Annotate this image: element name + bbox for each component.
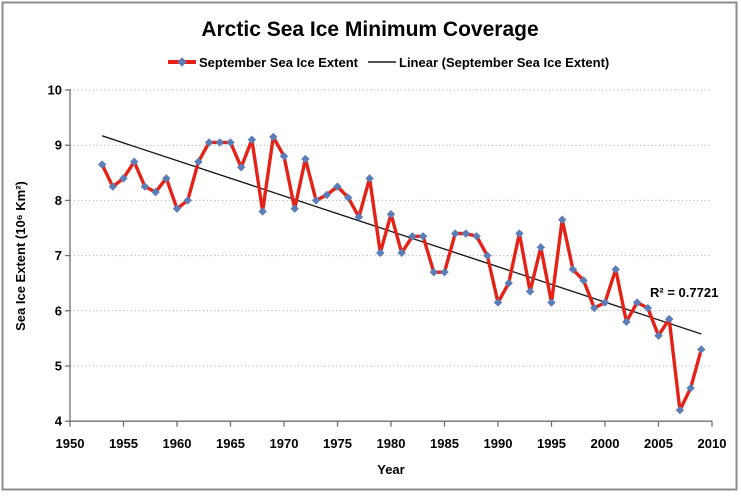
y-tick-label-10: 10	[48, 83, 62, 98]
data-point-2000	[600, 298, 610, 307]
legend: September Sea Ice Extent Linear (Septemb…	[168, 55, 609, 70]
data-point-1999	[590, 303, 599, 313]
data-point-1990	[493, 298, 503, 307]
data-point-1969	[269, 132, 278, 142]
data-point-1956	[130, 157, 139, 166]
trend-line-group	[101, 135, 702, 335]
y-tick-label-7: 7	[55, 248, 62, 263]
x-tick-label-1965: 1965	[216, 436, 245, 451]
x-tick-label-1960: 1960	[163, 436, 192, 451]
data-point-1976	[344, 193, 353, 202]
data-point-2006	[665, 314, 674, 324]
x-axis-title: Year	[377, 462, 404, 477]
x-tick-label-1975: 1975	[323, 436, 352, 451]
data-point-1968	[258, 207, 267, 216]
data-point-1957	[140, 182, 150, 191]
data-point-1994	[536, 243, 545, 252]
data-point-2001	[611, 265, 620, 274]
series-legend-label: September Sea Ice Extent	[199, 55, 359, 70]
data-point-1965	[226, 138, 235, 147]
y-tick-label-6: 6	[55, 303, 62, 318]
y-tick-label-4: 4	[55, 414, 63, 429]
x-tick-label-1950: 1950	[56, 436, 85, 451]
data-point-1989	[483, 251, 492, 260]
data-point-1955	[119, 174, 128, 183]
data-point-1982	[408, 232, 417, 241]
x-tick-label-2010: 2010	[698, 436, 727, 451]
x-tick-label-1970: 1970	[270, 436, 299, 451]
data-point-2003	[632, 298, 642, 307]
data-point-1998	[579, 276, 588, 285]
x-tick-label-1990: 1990	[484, 436, 513, 451]
data-point-1960	[172, 204, 182, 213]
data-point-2009	[697, 345, 706, 354]
data-point-1971	[290, 204, 299, 213]
trend-legend-label: Linear (September Sea Ice Extent)	[399, 55, 609, 70]
series-group	[97, 132, 706, 415]
data-point-1983	[418, 232, 428, 241]
x-tick-label-2000: 2000	[591, 436, 620, 451]
series-line	[100, 135, 703, 412]
x-tick-label-1995: 1995	[537, 436, 566, 451]
r-squared-label: R² = 0.7721	[650, 285, 718, 300]
data-point-1984	[429, 267, 438, 277]
data-point-2004	[643, 303, 652, 313]
y-axis-ticks	[65, 89, 70, 422]
data-point-1993	[525, 287, 535, 296]
data-point-2002	[622, 317, 631, 327]
data-point-1964	[215, 138, 224, 147]
series-legend-marker-icon	[177, 57, 187, 67]
data-point-2005	[654, 331, 663, 340]
data-point-1997	[568, 265, 578, 274]
data-point-1985	[440, 267, 449, 277]
data-point-1992	[515, 229, 524, 238]
data-point-1978	[365, 174, 374, 183]
y-axis-title: Sea Ice Extent (10⁶ Km²)	[13, 181, 28, 331]
data-point-1966	[237, 163, 246, 172]
data-point-1979	[376, 248, 385, 258]
data-point-1986	[451, 229, 460, 238]
y-tick-label-8: 8	[55, 193, 62, 208]
data-point-1970	[279, 152, 289, 161]
data-point-1980	[386, 210, 396, 219]
x-tick-label-1985: 1985	[430, 436, 459, 451]
data-point-1987	[461, 229, 471, 238]
data-point-1974	[322, 190, 331, 200]
x-tick-label-1980: 1980	[377, 436, 406, 451]
data-point-1962	[194, 157, 203, 166]
x-axis-tick-labels: 1950 1955 1960 1965 1970 1975 1980 1985 1990 1995…	[56, 436, 727, 451]
data-point-1988	[472, 232, 481, 241]
data-point-1995	[547, 298, 556, 307]
data-point-1967	[247, 135, 257, 144]
data-point-2007	[675, 405, 685, 415]
data-point-1959	[162, 174, 171, 183]
x-axis-ticks	[69, 421, 713, 427]
axes	[65, 89, 713, 427]
y-axis-tick-labels: 4 5 6 7 8 9 10	[48, 83, 63, 429]
data-point-1972	[301, 154, 310, 164]
data-point-1961	[183, 196, 192, 205]
gridlines	[70, 89, 712, 367]
data-point-1977	[354, 212, 364, 222]
data-point-1973	[311, 196, 321, 205]
trend-line	[101, 135, 702, 335]
x-tick-label-2005: 2005	[644, 436, 673, 451]
data-point-1975	[333, 182, 342, 191]
data-point-1996	[558, 215, 567, 224]
y-tick-label-9: 9	[55, 138, 62, 153]
y-tick-label-5: 5	[55, 359, 62, 374]
data-point-1991	[504, 279, 513, 288]
data-point-2008	[686, 383, 695, 393]
x-tick-label-1955: 1955	[109, 436, 138, 451]
data-point-1954	[108, 182, 117, 191]
data-point-1953	[97, 160, 107, 169]
data-point-1963	[204, 138, 214, 147]
chart-title: Arctic Sea Ice Minimum Coverage	[201, 18, 538, 41]
data-point-1958	[151, 187, 160, 197]
data-point-1981	[397, 248, 406, 258]
